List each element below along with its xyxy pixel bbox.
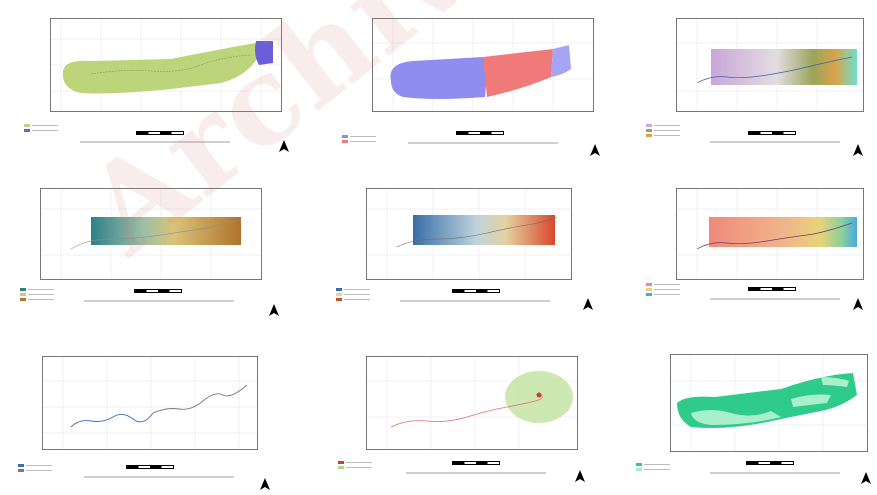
scale-bar xyxy=(120,464,180,469)
map-footnote xyxy=(84,476,234,478)
scale-bar xyxy=(446,460,506,465)
map-panel-5 xyxy=(300,178,604,318)
north-arrow-icon xyxy=(278,138,290,152)
map-footnote xyxy=(710,298,840,300)
map-legend xyxy=(20,283,60,302)
map-footnote xyxy=(84,300,234,302)
map-legend xyxy=(24,119,64,133)
map-footnote xyxy=(408,142,558,144)
map-frame xyxy=(372,18,594,112)
map-canvas xyxy=(43,357,257,449)
scale-bar xyxy=(742,286,802,291)
scale-bar xyxy=(128,288,188,293)
map-legend xyxy=(18,459,58,473)
map-canvas xyxy=(373,19,593,111)
map-panel-6 xyxy=(640,178,870,318)
map-panel-1 xyxy=(20,6,289,154)
map-footnote xyxy=(400,300,550,302)
map-frame xyxy=(676,18,864,112)
scale-bar xyxy=(130,130,190,135)
north-arrow-icon xyxy=(259,476,271,490)
map-title xyxy=(640,6,870,14)
map-legend xyxy=(336,283,376,302)
north-arrow-icon xyxy=(574,468,586,482)
scale-bar xyxy=(450,130,510,135)
scale-bar xyxy=(446,288,506,293)
map-title xyxy=(330,344,600,352)
map-canvas xyxy=(367,189,571,279)
map-footnote xyxy=(80,141,230,143)
map-canvas xyxy=(671,355,867,451)
map-frame xyxy=(42,356,258,450)
map-frame xyxy=(50,18,282,112)
map-legend xyxy=(342,130,382,144)
map-panel-9 xyxy=(630,340,874,490)
map-legend xyxy=(646,119,686,138)
scale-bar xyxy=(742,130,802,135)
north-arrow-icon xyxy=(582,296,594,310)
north-arrow-icon xyxy=(860,470,872,484)
map-frame xyxy=(676,188,864,280)
map-title xyxy=(20,6,285,14)
map-canvas xyxy=(677,19,863,111)
map-title xyxy=(4,178,286,186)
map-frame xyxy=(670,354,868,452)
map-panel-8 xyxy=(330,344,600,492)
map-frame xyxy=(366,356,578,450)
map-title xyxy=(300,178,604,186)
map-canvas xyxy=(41,189,261,279)
north-arrow-icon xyxy=(589,142,601,156)
map-legend xyxy=(646,278,686,297)
map-panel-3 xyxy=(640,6,870,156)
map-panel-4 xyxy=(4,178,286,318)
map-canvas xyxy=(367,357,577,449)
map-footnote xyxy=(710,472,840,474)
map-canvas xyxy=(51,19,281,111)
map-canvas xyxy=(677,189,863,279)
map-title xyxy=(640,178,870,186)
scale-bar xyxy=(740,460,800,465)
map-legend xyxy=(636,458,676,472)
map-title xyxy=(4,344,284,352)
north-arrow-icon xyxy=(852,296,864,310)
map-frame xyxy=(40,188,262,280)
map-panel-7 xyxy=(4,344,284,492)
map-footnote xyxy=(406,472,546,474)
map-footnote xyxy=(710,141,840,143)
map-frame xyxy=(366,188,572,280)
north-arrow-icon xyxy=(852,142,864,156)
map-title xyxy=(630,340,874,348)
map-title xyxy=(312,6,604,14)
north-arrow-icon xyxy=(268,302,280,316)
map-panel-2 xyxy=(312,6,604,156)
map-legend xyxy=(338,456,378,470)
